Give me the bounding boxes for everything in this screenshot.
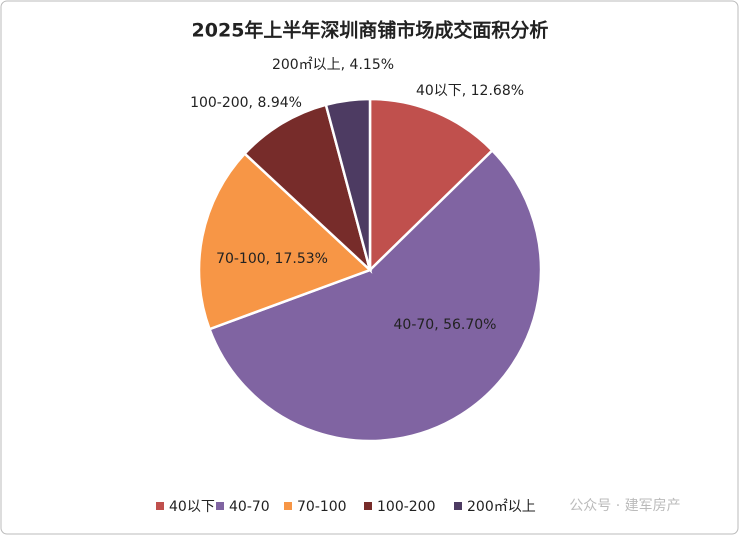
pie-slice [197, 151, 373, 331]
data-label: 100-200, 8.94% [190, 95, 302, 111]
legend-label: 40-70 [229, 499, 270, 515]
legend-label: 200㎡以上 [467, 499, 536, 515]
watermark: 公众号 · 建军房产 [569, 498, 680, 514]
pie-slice [207, 148, 543, 443]
legend-swatch [156, 502, 164, 510]
legend-label: 70-100 [297, 499, 347, 515]
pie-slice [324, 97, 372, 271]
legend-label: 100-200 [377, 499, 436, 515]
data-label: 40以下, 12.68% [416, 83, 524, 99]
data-label: 200㎡以上, 4.15% [272, 57, 394, 73]
legend-swatch [454, 502, 462, 510]
legend-label: 40以下 [169, 499, 215, 515]
data-label: 70-100, 17.53% [216, 251, 328, 267]
pie-slice [242, 103, 373, 274]
legend-swatch [284, 502, 292, 510]
chart-title: 2025年上半年深圳商铺市场成交面积分析 [192, 19, 549, 42]
pie-slice [368, 97, 495, 273]
data-label: 40-70, 56.70% [394, 317, 497, 333]
legend-swatch [216, 502, 224, 510]
legend-swatch [364, 502, 372, 510]
